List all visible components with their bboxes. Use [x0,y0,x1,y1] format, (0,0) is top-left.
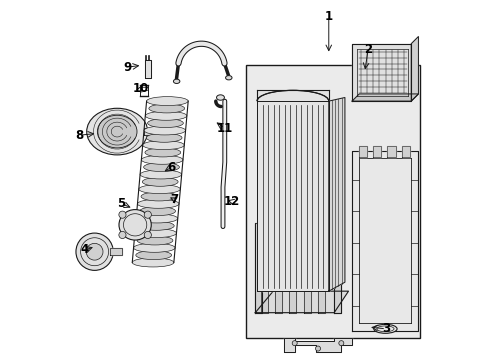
Ellipse shape [216,95,224,100]
Polygon shape [410,37,418,101]
Polygon shape [257,90,328,101]
Polygon shape [372,146,381,157]
Ellipse shape [136,251,171,260]
Ellipse shape [173,79,180,84]
Text: 9: 9 [123,60,132,73]
Polygon shape [351,94,418,101]
Polygon shape [144,60,150,78]
Ellipse shape [144,148,181,157]
Polygon shape [274,291,282,313]
Polygon shape [358,146,366,157]
Text: 2: 2 [364,42,371,55]
Circle shape [338,341,343,346]
Text: 7: 7 [170,193,178,206]
Circle shape [144,231,151,239]
Polygon shape [351,151,418,330]
Ellipse shape [147,119,183,127]
Text: 8: 8 [75,129,83,142]
Ellipse shape [137,199,179,208]
Ellipse shape [225,76,231,80]
Text: 1: 1 [324,10,332,23]
Polygon shape [386,146,395,157]
Ellipse shape [132,258,174,267]
Ellipse shape [143,163,179,172]
Polygon shape [260,291,267,313]
Text: 4: 4 [81,243,89,256]
Polygon shape [144,128,156,135]
Ellipse shape [373,324,396,333]
Ellipse shape [140,207,175,216]
Ellipse shape [145,111,186,120]
Text: 11: 11 [216,122,232,135]
Polygon shape [284,338,351,352]
Polygon shape [255,291,348,313]
Bar [246,65,419,338]
Polygon shape [401,146,409,157]
Ellipse shape [136,214,178,223]
Polygon shape [257,101,328,291]
Text: 5: 5 [117,197,124,210]
Ellipse shape [139,185,180,194]
Ellipse shape [141,192,177,201]
Circle shape [292,341,297,346]
Polygon shape [333,223,341,313]
Circle shape [144,211,151,218]
Polygon shape [289,291,296,313]
Polygon shape [351,44,410,101]
Ellipse shape [146,133,182,142]
Ellipse shape [133,243,175,252]
Polygon shape [317,291,325,313]
Ellipse shape [86,108,147,155]
Ellipse shape [119,210,151,240]
Ellipse shape [142,177,178,186]
Ellipse shape [138,221,174,230]
Ellipse shape [142,141,184,150]
Text: 10: 10 [132,82,148,95]
Ellipse shape [146,96,188,105]
Ellipse shape [137,236,173,245]
Polygon shape [255,223,262,313]
Ellipse shape [148,104,184,113]
Text: 6: 6 [166,161,175,174]
Polygon shape [109,248,122,255]
Ellipse shape [97,115,137,148]
Ellipse shape [86,243,103,260]
Circle shape [315,346,320,351]
Text: 3: 3 [381,322,389,335]
Text: 12: 12 [224,195,240,208]
Circle shape [119,231,126,239]
Ellipse shape [141,155,183,164]
Circle shape [119,211,126,218]
Ellipse shape [135,229,176,238]
Ellipse shape [76,233,113,270]
Ellipse shape [143,126,185,135]
Ellipse shape [140,170,182,179]
Polygon shape [303,291,310,313]
Polygon shape [328,98,344,291]
